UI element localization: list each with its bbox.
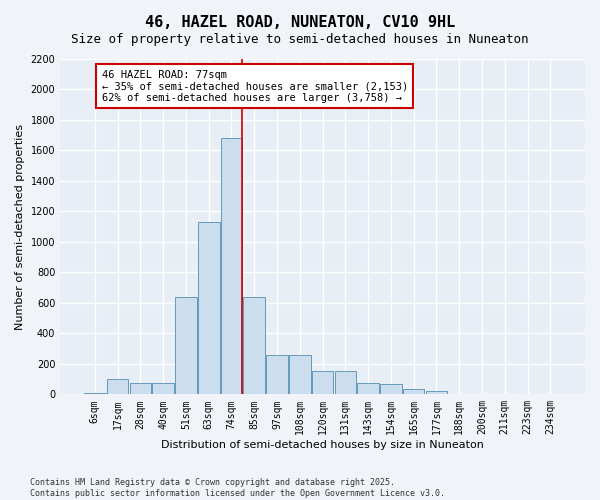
Bar [152, 383, 174, 394]
Text: 46 HAZEL ROAD: 77sqm
← 35% of semi-detached houses are smaller (2,153)
62% of se: 46 HAZEL ROAD: 77sqm ← 35% of semi-detac… [101, 70, 408, 103]
Bar [312, 372, 334, 394]
Y-axis label: Number of semi-detached properties: Number of semi-detached properties [15, 124, 25, 330]
Bar [244, 297, 265, 394]
Text: 46, HAZEL ROAD, NUNEATON, CV10 9HL: 46, HAZEL ROAD, NUNEATON, CV10 9HL [145, 15, 455, 30]
Bar [84, 393, 106, 394]
Bar [358, 383, 379, 394]
Bar [380, 384, 402, 394]
Bar [289, 354, 311, 395]
Bar [403, 389, 424, 394]
Bar [198, 222, 220, 394]
Text: Size of property relative to semi-detached houses in Nuneaton: Size of property relative to semi-detach… [71, 32, 529, 46]
Bar [425, 392, 447, 394]
Bar [266, 354, 288, 395]
X-axis label: Distribution of semi-detached houses by size in Nuneaton: Distribution of semi-detached houses by … [161, 440, 484, 450]
Bar [130, 383, 151, 394]
Bar [175, 297, 197, 394]
Text: Contains HM Land Registry data © Crown copyright and database right 2025.
Contai: Contains HM Land Registry data © Crown c… [30, 478, 445, 498]
Bar [107, 379, 128, 394]
Bar [221, 138, 242, 394]
Bar [335, 372, 356, 394]
